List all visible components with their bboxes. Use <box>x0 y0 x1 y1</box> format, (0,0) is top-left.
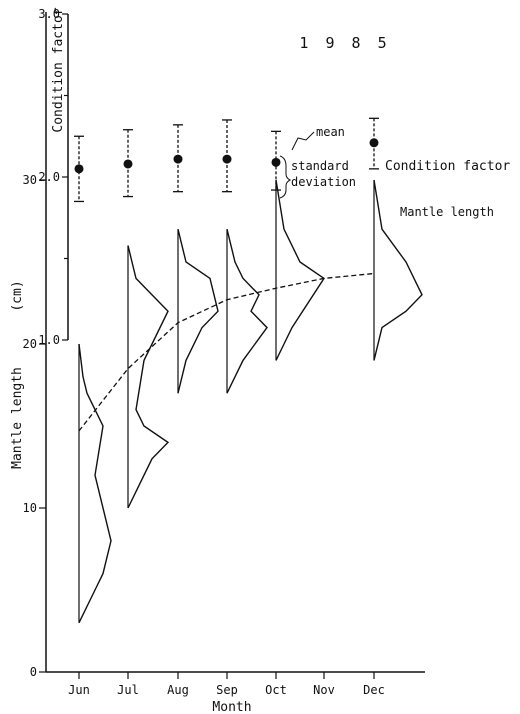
y-tick-label-20: 20 <box>23 337 37 351</box>
y2-axis-label: Condition factor <box>51 7 66 132</box>
legend-mean: mean <box>316 125 345 139</box>
mean-length-curve <box>78 272 375 432</box>
x-tick-label-nov: Nov <box>313 683 335 697</box>
y-tick-label-0: 0 <box>30 665 37 679</box>
legend-sd-line2: deviation <box>291 175 356 189</box>
y2-ticks: 1.0 2.0 3.0 <box>38 7 68 347</box>
x-tick-label-sep: Sep <box>216 683 238 697</box>
y-axis-label: Mantle length <box>10 367 25 469</box>
lf-polygon-jul <box>127 245 170 509</box>
x-tick-label-aug: Aug <box>167 683 189 697</box>
y2-tick-label-2.0: 2.0 <box>38 170 60 184</box>
x-ticks: Jun Jul Aug Sep Oct Nov Dec <box>68 672 385 697</box>
legend-mantle-length: Mantle length <box>400 205 494 219</box>
legend-sd-line1: standard <box>291 159 349 173</box>
x-tick-label-jun: Jun <box>68 683 90 697</box>
y2-tick-label-1.0: 1.0 <box>38 333 60 347</box>
legend-mean-leader <box>291 131 315 151</box>
lf-polygon-jun <box>78 343 112 624</box>
cf-mean-point-jun <box>74 164 84 174</box>
x-axis-label: Month <box>212 700 251 714</box>
length-frequency-distributions <box>78 179 423 624</box>
lf-polygon-oct <box>275 179 325 361</box>
y-tick-label-30: 30 <box>23 173 37 187</box>
legend-sd-brace <box>279 155 292 199</box>
cf-mean-point-jul <box>123 159 133 169</box>
cf-mean-point-sep <box>222 154 232 164</box>
cf-mean-point-dec <box>369 138 379 148</box>
y-tick-label-10: 10 <box>23 501 37 515</box>
x-tick-label-dec: Dec <box>363 683 385 697</box>
lf-polygon-aug <box>177 229 219 394</box>
cf-mean-point-oct <box>271 157 281 167</box>
mean-length-line <box>78 272 375 432</box>
chart-title: 1 9 8 5 <box>299 34 390 52</box>
x-tick-label-oct: Oct <box>265 683 287 697</box>
lf-polygon-dec <box>373 179 423 361</box>
y2-tick-label-3.0: 3.0 <box>38 7 60 21</box>
condition-factor-series <box>74 117 379 203</box>
y-axis-unit: (cm) <box>10 280 25 311</box>
legend-condition-factor: Condition factor <box>385 159 510 174</box>
y-ticks: 0 10 20 30 <box>23 173 46 679</box>
cf-mean-point-aug <box>173 154 183 164</box>
x-tick-label-jul: Jul <box>117 683 139 697</box>
lf-polygon-sep <box>226 229 268 394</box>
